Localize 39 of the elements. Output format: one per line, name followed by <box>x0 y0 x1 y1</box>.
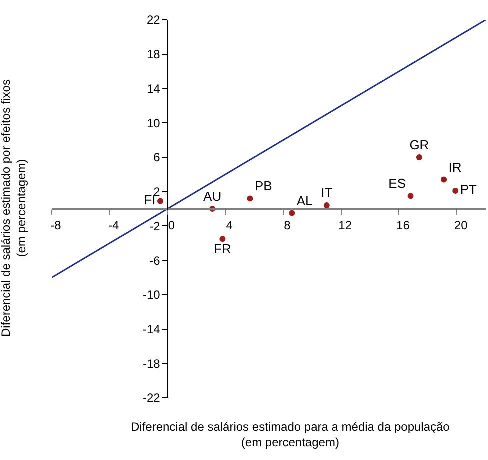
point <box>220 236 226 242</box>
y-tick-label: 18 <box>146 48 161 62</box>
point <box>416 154 422 160</box>
x-tick-label: 12 <box>338 218 352 232</box>
x-axis-title: Diferencial de salários estimado para a média da população (em percentagem) <box>131 420 450 450</box>
point <box>289 210 296 216</box>
x-tick-label: 4 <box>226 218 234 232</box>
series-label: PT <box>460 182 478 198</box>
x-tick-label: 16 <box>396 218 410 232</box>
x-tick-label: -4 <box>108 218 120 232</box>
series-label: AL <box>296 193 313 208</box>
x-tick-label: 8 <box>284 218 292 232</box>
y-tick-label: 14 <box>146 82 161 96</box>
series-label: PB <box>254 178 272 194</box>
series-label: FR <box>214 242 232 257</box>
y-tick-label: -14 <box>142 322 161 336</box>
y-tick-label: -18 <box>142 356 161 371</box>
y-tick-label: 10 <box>146 116 161 130</box>
series-label: ES <box>388 176 406 192</box>
point <box>247 196 254 202</box>
series-label: AU <box>204 189 222 204</box>
y-tick-label: 6 <box>154 150 161 165</box>
x-tick-label: 20 <box>454 218 468 232</box>
x-tick-label: -8 <box>50 218 62 232</box>
series-label: IT <box>321 186 333 201</box>
point <box>452 188 459 194</box>
y-tick-label: -22 <box>142 391 161 406</box>
x-tick-label: 0 <box>168 218 176 232</box>
point <box>441 176 448 183</box>
y-tick-label: -6 <box>150 254 161 268</box>
point <box>408 193 414 200</box>
y-tick-label: -2 <box>150 219 161 234</box>
y-tick-label: 22 <box>146 13 161 28</box>
series-label: GR <box>410 137 430 152</box>
series-label: IR <box>448 160 462 175</box>
y-axis-title: Diferencial de salários estimado por efeitos fixos (em percentagem) <box>0 80 29 337</box>
y-tick-label: 2 <box>154 185 161 200</box>
point <box>158 198 164 204</box>
y-tick-label: -10 <box>142 288 161 302</box>
